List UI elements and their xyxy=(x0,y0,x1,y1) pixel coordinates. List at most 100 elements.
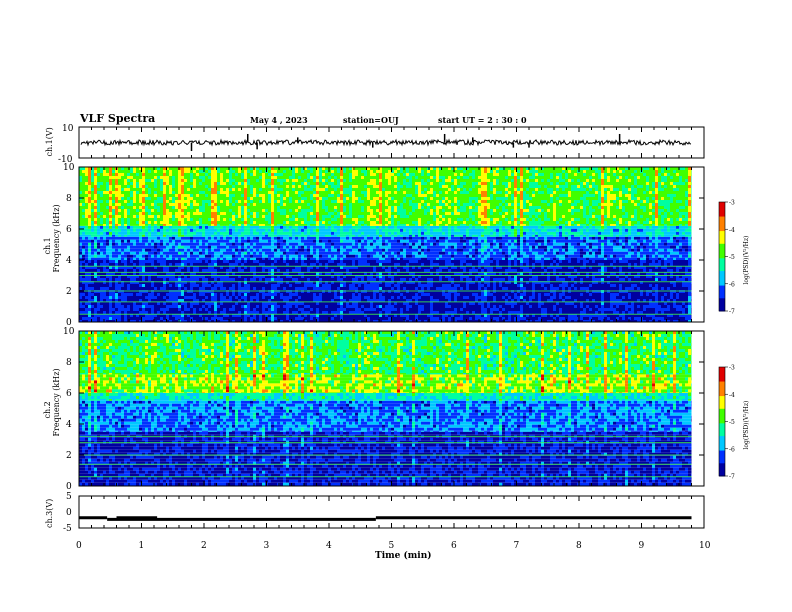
ch1-spec-cell xyxy=(145,173,148,176)
ch1-spec-cell xyxy=(280,194,283,197)
ch1-spec-cell xyxy=(85,302,88,305)
ch1-spec-cell xyxy=(301,194,304,197)
ch1-spec-cell xyxy=(262,305,265,308)
ch1-spec-cell xyxy=(175,182,178,185)
ch1-spec-cell xyxy=(292,218,295,221)
ch1-spec-cell xyxy=(247,308,250,311)
ch1-spec-cell xyxy=(124,320,127,322)
ch1-spec-cell xyxy=(79,248,82,252)
ch1-spec-cell xyxy=(334,272,337,275)
ch1-spec-cell xyxy=(199,179,202,182)
ch1-spec-cell xyxy=(133,242,136,246)
ch1-spec-cell xyxy=(268,170,271,173)
ch1-spec-cell xyxy=(229,311,232,314)
ch1-spec-cell xyxy=(91,269,94,272)
ch1-spec-cell xyxy=(301,278,304,281)
ch1-spec-cell xyxy=(313,228,316,232)
ch1-spec-cell xyxy=(205,302,208,305)
ch1-spec-cell xyxy=(238,194,241,197)
ch1-spec-cell xyxy=(106,284,109,287)
ch1-spec-cell xyxy=(307,242,310,246)
ch1-spec-cell xyxy=(94,197,97,200)
ch1-spec-cell xyxy=(217,191,220,194)
ch1-spec-cell xyxy=(226,218,229,221)
ch1-spec-cell xyxy=(157,234,160,237)
ch1-spec-cell xyxy=(145,260,148,263)
ch1-spec-cell xyxy=(274,167,277,170)
ch1-spec-cell xyxy=(151,239,154,243)
ch1-spec-cell xyxy=(232,218,235,221)
ch1-spec-cell xyxy=(322,293,325,296)
ch1-spec-cell xyxy=(226,200,229,203)
ch1-spec-cell xyxy=(169,320,172,322)
ch1-spec-cell xyxy=(154,225,157,229)
ch1-spec-cell xyxy=(346,320,349,322)
ch1-spec-cell xyxy=(163,293,166,296)
ch1-spec-cell xyxy=(238,185,241,188)
ch1-spec-cell xyxy=(196,212,199,215)
ch1-spec-cell xyxy=(226,263,229,266)
ch1-spec-cell xyxy=(253,245,256,249)
ch1-spec-cell xyxy=(229,266,232,269)
ch1-spec-cell xyxy=(202,221,205,224)
ch1-spec-cell xyxy=(259,188,262,191)
ch1-spec-cell xyxy=(244,182,247,185)
ch1-spec-cell xyxy=(196,257,199,260)
ch1-spec-cell xyxy=(250,278,253,281)
ch1-spec-cell xyxy=(205,191,208,194)
ch1-spec-cell xyxy=(169,215,172,218)
ch1-spec-cell xyxy=(196,179,199,182)
ch1-spec-cell xyxy=(205,188,208,191)
ch1-spec-cell xyxy=(244,266,247,269)
ch1-spec-cell xyxy=(103,305,106,308)
ch1-spec-cell xyxy=(244,278,247,281)
ch1-spec-cell xyxy=(280,225,283,229)
ch1-spec-cell xyxy=(139,299,142,302)
ch1-spec-cell xyxy=(217,248,220,252)
ch1-spec-cell xyxy=(151,278,154,281)
ch1-spec-cell xyxy=(163,308,166,311)
ch1-spec-cell xyxy=(271,215,274,218)
ch1-spec-cell xyxy=(316,251,319,255)
ch1-spec-cell xyxy=(304,231,307,235)
ch1-spec-cell xyxy=(157,221,160,224)
ch1-spec-cell xyxy=(82,225,85,229)
ch1-spec-cell xyxy=(121,248,124,252)
ch1-spec-cell xyxy=(199,308,202,311)
ch1-spec-cell xyxy=(322,305,325,308)
ch1-spec-cell xyxy=(241,254,244,258)
ch1-spec-cell xyxy=(187,188,190,191)
ch1-spec-cell xyxy=(130,212,133,215)
ch1-spec-cell xyxy=(199,251,202,255)
ch1-spec-cell xyxy=(133,191,136,194)
ch1-spec-cell xyxy=(334,284,337,287)
ch1-spec-cell xyxy=(229,299,232,302)
ch1-spec-cell xyxy=(139,275,142,278)
ch1-spec-cell xyxy=(139,194,142,197)
ch1-spec-cell xyxy=(103,248,106,252)
ch1-spec-cell xyxy=(178,185,181,188)
ch1-spec-cell xyxy=(175,225,178,229)
ch1-spec-cell xyxy=(241,260,244,263)
ch1-spec-cell xyxy=(301,320,304,322)
ch1-spec-cell xyxy=(172,167,175,170)
ch1-spec-cell xyxy=(337,317,340,320)
ch1-spec-cell xyxy=(97,194,100,197)
ch1-spec-cell xyxy=(316,179,319,182)
ch1-spec-cell xyxy=(310,257,313,260)
ch1-spec-cell xyxy=(229,239,232,243)
ch1-spec-cell xyxy=(268,225,271,229)
ch1-spec-cell xyxy=(304,311,307,314)
ch1-spec-cell xyxy=(313,173,316,176)
ch1-spec-cell xyxy=(151,236,154,240)
ch1-spec-cell xyxy=(256,278,259,281)
ch1-spec-cell xyxy=(343,209,346,212)
ch1-spec-cell xyxy=(289,239,292,243)
ch1-spec-cell xyxy=(163,206,166,209)
ch1-spec-cell xyxy=(238,242,241,246)
ch1-spec-cell xyxy=(265,176,268,179)
ch1-spec-cell xyxy=(262,245,265,249)
ch1-spec-cell xyxy=(208,197,211,200)
ch1-spec-cell xyxy=(142,185,145,188)
ch1-spec-cell xyxy=(166,257,169,260)
